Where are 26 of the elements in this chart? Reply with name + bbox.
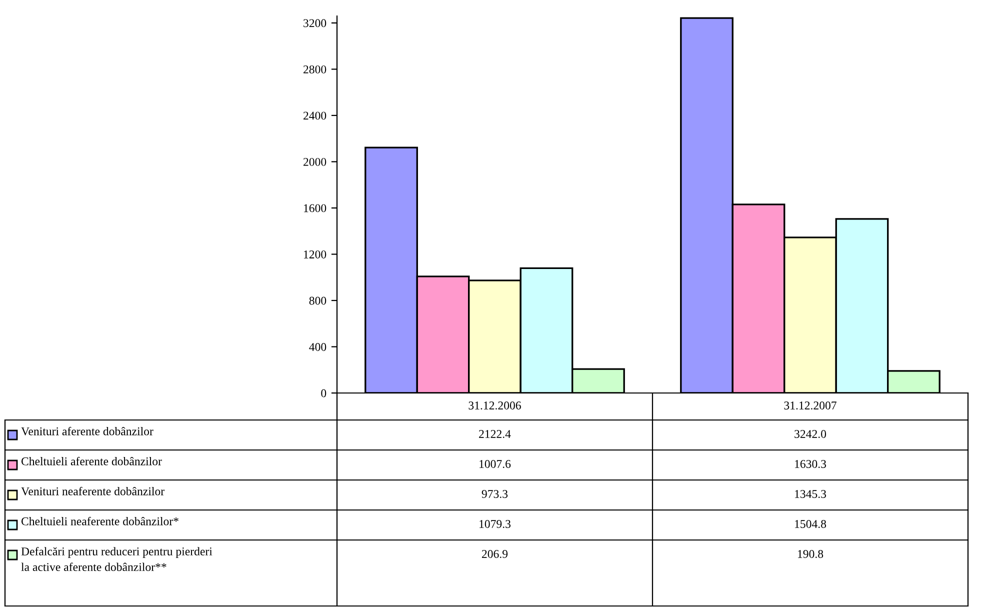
data-label: 3242.0 — [794, 430, 826, 438]
legend-label: Venituri neaferente dobânzilor — [21, 486, 164, 496]
data-label: 1007.6 — [480, 460, 511, 468]
y-tick-label: 2400 — [303, 112, 326, 120]
y-tick-label: 800 — [309, 296, 326, 305]
data-label: 973.3 — [482, 490, 508, 498]
y-tick-label: 0 — [321, 389, 326, 398]
y-tick-label: 2000 — [303, 158, 326, 166]
data-label: 2122.4 — [479, 430, 511, 438]
legend-label: Cheltuieli neaferente dobânzilor* — [21, 516, 178, 526]
x-tick-label: 31.12.2007 — [784, 401, 836, 410]
data-label: 190.8 — [798, 550, 824, 558]
legend-label: Cheltuieli aferente dobânzilor — [21, 456, 162, 466]
legend-label: Defalcări pentru reduceri pentru pierderi la active aferente dobânzilor** — [21, 547, 212, 572]
data-label: 1504.8 — [795, 520, 826, 528]
data-label: 1630.3 — [795, 460, 826, 468]
y-tick-label: 3200 — [304, 19, 326, 28]
data-label: 1345.3 — [795, 490, 826, 498]
data-label: 1079.3 — [480, 520, 511, 528]
y-tick-label: 1600 — [304, 204, 326, 212]
legend-label: Venituri aferente dobânzilor — [21, 426, 154, 436]
y-tick-label: 400 — [309, 342, 326, 351]
x-tick-label: 31.12.2006 — [468, 401, 521, 410]
data-label: 206.9 — [482, 550, 508, 558]
y-tick-label: 2800 — [303, 65, 326, 74]
y-tick-label: 1200 — [304, 250, 326, 258]
